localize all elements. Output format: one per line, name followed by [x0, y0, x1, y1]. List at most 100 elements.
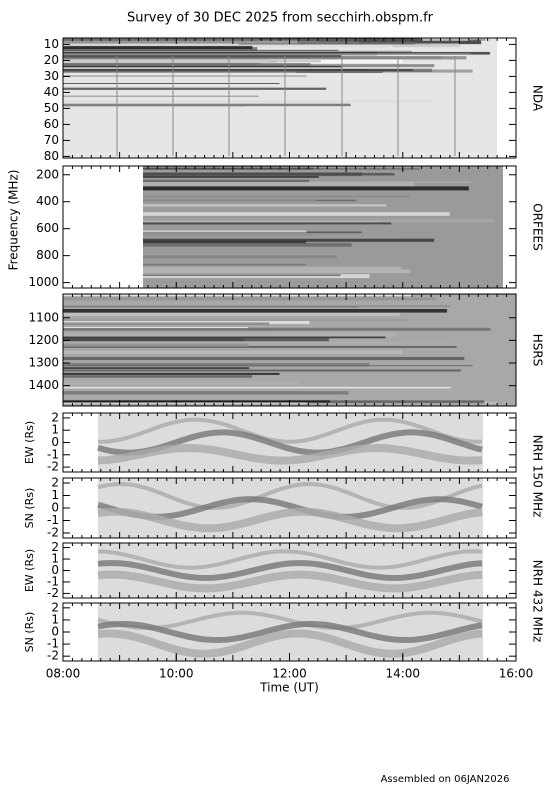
spectrum-stripe: [63, 364, 473, 367]
emission-band: [97, 443, 483, 465]
y-axis-label: EW (Rs): [23, 421, 36, 464]
spectrum-stripe: [63, 305, 359, 308]
spectrum-stripe: [143, 278, 458, 282]
spectrum-stripe: [143, 212, 450, 216]
spectrum-stripe: [143, 175, 319, 178]
emission-band: [97, 482, 483, 510]
y-tick-label: 50: [44, 101, 59, 115]
frequency-label: Frequency (MHz): [7, 170, 21, 271]
spectrum-stripe: [63, 346, 457, 348]
y-tick-label: 400: [36, 194, 59, 208]
spectrum-stripe: [63, 54, 342, 58]
y-tick-label: -2: [47, 586, 59, 600]
x-tick-label: 12:00: [272, 667, 307, 681]
spectrum-stripe: [63, 319, 411, 321]
emission-band: [97, 507, 483, 533]
spectrum-stripe: [63, 99, 432, 103]
y-tick-label: -2: [47, 460, 59, 474]
spectrum-stripe: [63, 66, 342, 68]
y-tick-label: 60: [44, 117, 59, 131]
spectrum-stripe: [63, 372, 280, 375]
spectrum-stripe: [143, 230, 307, 233]
y-tick-label: 600: [36, 221, 59, 235]
y-tick-label: 1: [51, 552, 59, 566]
spectrum-stripe: [63, 294, 414, 297]
y-axis-label: EW (Rs): [23, 549, 36, 592]
x-axis-label: Time (UT): [259, 681, 319, 695]
y-tick-label: 20: [44, 53, 59, 67]
spectrum-stripe: [63, 393, 342, 397]
y-tick-label: 2: [51, 600, 59, 614]
spectrum-stripe: [63, 308, 448, 313]
spectrum-stripe: [63, 386, 451, 389]
y-tick-label: 2: [51, 540, 59, 554]
spectrum-stripe: [63, 87, 327, 90]
y-tick-label: 70: [44, 133, 59, 147]
spectrum-stripe: [63, 327, 491, 331]
spectrum-stripe: [143, 269, 411, 274]
y-tick-label: 40: [44, 85, 59, 99]
spectrum-stripe: [143, 222, 392, 225]
spectrum-stripe: [63, 297, 437, 301]
spectrum-stripe: [63, 75, 307, 78]
y-tick-label: 800: [36, 248, 59, 262]
y-tick-label: 10: [44, 37, 59, 51]
nrh432-label: NRH 432 MHz: [531, 560, 545, 643]
emission-band: [97, 549, 483, 570]
y-tick-label: 1100: [28, 310, 59, 324]
spectrum-stripe: [143, 238, 435, 242]
spectrum-stripe: [63, 69, 413, 71]
spectrum-stripe: [63, 45, 253, 50]
y-tick-label: 200: [36, 167, 59, 181]
spectrum-stripe: [143, 186, 469, 191]
footer: Assembled on 06JAN2026: [381, 774, 510, 785]
spectrum-stripe: [63, 381, 299, 385]
y-tick-label: 1300: [28, 356, 59, 370]
instrument-label: ORFEES: [531, 203, 545, 250]
y-tick-label: -1: [47, 637, 59, 651]
x-tick-label: 08:00: [46, 667, 81, 681]
x-tick-label: 14:00: [385, 667, 420, 681]
spectrum-stripe: [63, 326, 249, 329]
y-tick-label: -2: [47, 526, 59, 540]
y-tick-label: -1: [47, 574, 59, 588]
spectrum-stripe: [143, 242, 352, 247]
spectrum-stripe: [143, 283, 360, 286]
y-tick-label: 1: [51, 488, 59, 502]
spectrum-stripe: [63, 342, 453, 344]
spectrum-stripe: [63, 322, 270, 325]
y-tick-label: 0: [51, 563, 59, 577]
y-tick-label: 1: [51, 423, 59, 437]
y-tick-label: 30: [44, 69, 59, 83]
y-tick-label: 2: [51, 410, 59, 424]
spectrum-stripe: [143, 241, 307, 244]
y-tick-label: 80: [44, 149, 59, 163]
spectrum-stripe: [63, 332, 397, 337]
spectrum-stripe: [143, 218, 495, 223]
emission-band: [97, 570, 483, 593]
y-tick-label: 1000: [28, 275, 59, 289]
spectrum-stripe: [63, 313, 400, 316]
emission-band: [97, 629, 483, 658]
spectrum-stripe: [143, 263, 306, 266]
spectrum-stripe: [143, 199, 316, 203]
title: Survey of 30 DEC 2025 from secchirh.obsp…: [127, 11, 434, 26]
y-tick-label: 1400: [28, 378, 59, 392]
spectrum-stripe: [63, 400, 331, 403]
emission-band: [97, 621, 483, 643]
spectrum-stripe: [63, 356, 465, 361]
spectrum-stripe: [63, 49, 339, 51]
x-tick-label: 10:00: [159, 667, 194, 681]
spectrum-stripe: [63, 43, 239, 46]
spectrum-stripe: [63, 44, 393, 47]
spectrum-stripe: [63, 95, 259, 98]
spectrum-stripe: [143, 204, 387, 207]
instrument-label: NDA: [531, 85, 545, 112]
y-tick-label: 1200: [28, 333, 59, 347]
spectrum-stripe: [63, 40, 298, 44]
panel: 1100 1200 1300 1400 HSRS: [28, 293, 545, 407]
spectrum-stripe: [143, 255, 337, 259]
